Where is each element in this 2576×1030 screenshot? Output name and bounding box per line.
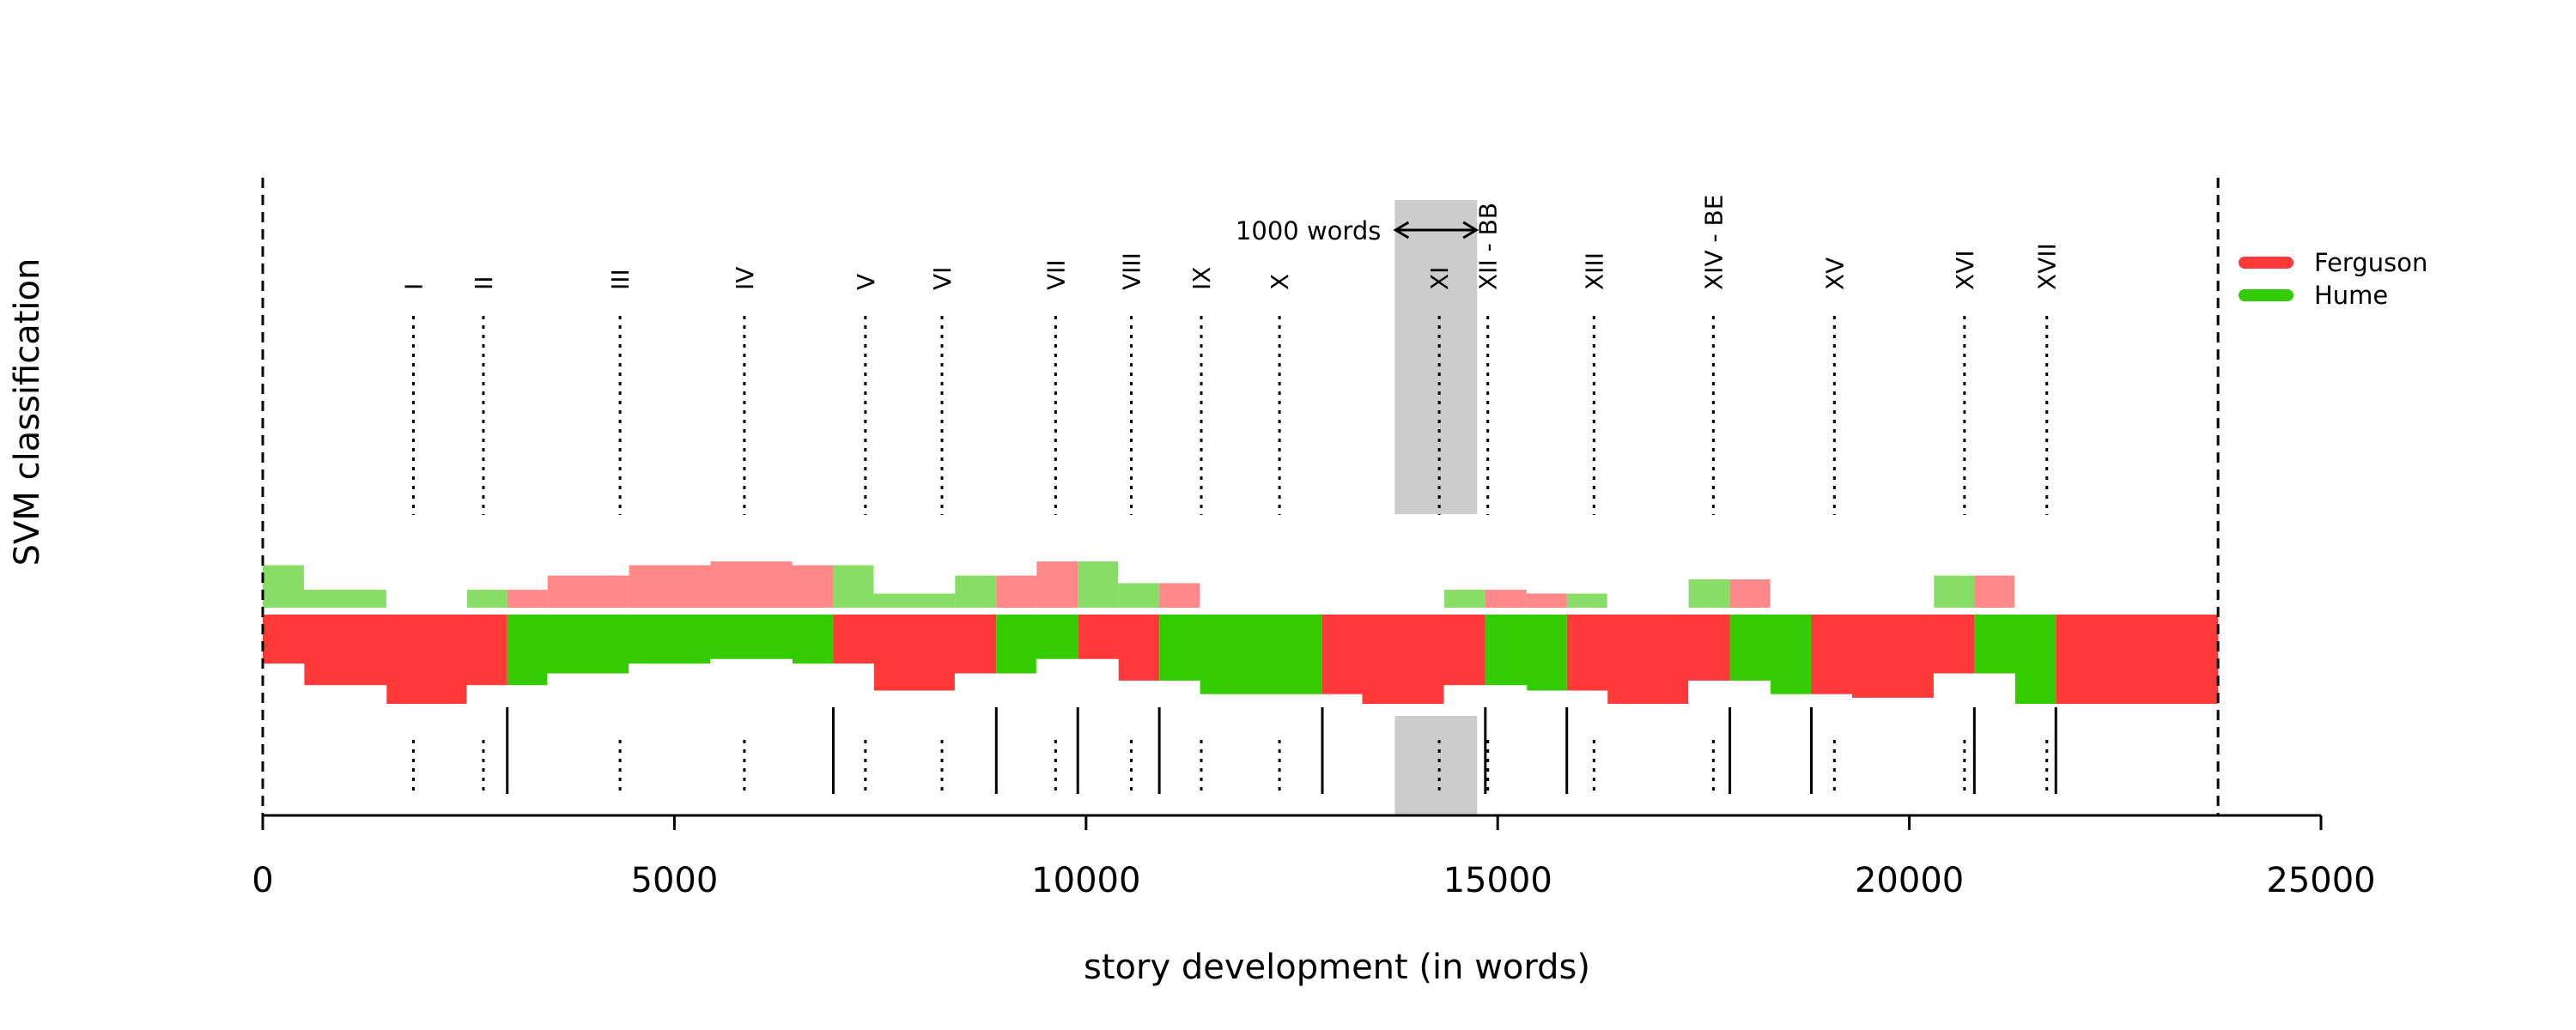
x-tick-label: 5000: [631, 861, 719, 900]
lower-bar-mask: [303, 685, 387, 706]
chapter-dotted-lines: [411, 316, 2049, 794]
chapter-label: IV: [731, 267, 759, 290]
upper-bar-hume: [1443, 590, 1485, 608]
chapter-label: I: [399, 283, 428, 290]
lower-bar-mask: [1526, 690, 1608, 706]
upper-bar-hume: [303, 590, 386, 608]
lower-bar-mask: [547, 673, 630, 706]
lower-bar-mask: [1036, 658, 1119, 706]
lower-bar-mask: [1443, 685, 1528, 706]
window-marker-bottom: [1394, 716, 1478, 815]
text-boundary-lines: [261, 178, 2220, 815]
chapter-label: XVI: [1951, 250, 1979, 290]
upper-bar-ferguson: [1729, 579, 1771, 608]
upper-bar-ferguson: [1036, 561, 1078, 608]
lower-bar-mask: [954, 673, 1037, 706]
upper-bar-ferguson: [1485, 590, 1527, 608]
lower-bar-mask: [1933, 673, 2015, 706]
upper-bar-hume: [1688, 579, 1730, 608]
window-marker-top: [1394, 200, 1478, 514]
upper-bar-hume: [263, 565, 304, 608]
x-axis: 0 5000 10000 15000 20000 25000: [252, 814, 2376, 900]
segment-boundary-lines: [506, 707, 2057, 794]
legend: Ferguson Hume: [2239, 248, 2427, 310]
window-size-annotation: 1000 words: [1236, 216, 1479, 245]
annotation-arrow-head-right: [1462, 221, 1479, 239]
legend-label-ferguson: Ferguson: [2314, 248, 2427, 277]
lower-classification-bars: [262, 615, 2219, 706]
lower-bar-mask: [792, 663, 874, 706]
chapter-label: XIII: [1580, 252, 1608, 290]
chapter-label: XI: [1425, 267, 1454, 290]
upper-bar-hume: [955, 575, 997, 608]
chapter-label: VIII: [1118, 252, 1146, 290]
chapter-label: XVII: [2033, 243, 2062, 290]
x-tick-label: 10000: [1031, 861, 1140, 900]
lower-bar-mask: [1688, 680, 1771, 706]
chapter-label: VII: [1042, 259, 1070, 290]
upper-bar-ferguson: [1159, 583, 1200, 608]
annotation-arrow-head-left: [1393, 221, 1410, 239]
upper-bar-ferguson: [996, 575, 1037, 608]
upper-bar-hume: [1566, 593, 1607, 608]
upper-bar-ferguson: [507, 590, 548, 608]
x-tick-label: 25000: [2266, 861, 2375, 900]
x-tick-label: 0: [252, 861, 273, 900]
upper-bar-ferguson: [629, 565, 711, 608]
lower-bar-mask: [466, 685, 549, 706]
upper-bar-hume: [833, 565, 874, 608]
x-axis-title: story development (in words): [1084, 948, 1590, 987]
chapter-label: X: [1266, 274, 1294, 290]
upper-classification-bars: [263, 561, 2015, 608]
chapter-label: XV: [1820, 258, 1849, 290]
lower-bar-mask: [710, 658, 793, 706]
chapter-label: II: [470, 276, 498, 290]
chapter-label: VI: [928, 267, 957, 290]
chapter-labels: I II III IV V VI VII VIII IX X XI XII - BB XIII XIV -…: [399, 195, 2061, 290]
chapter-label: XIV - BE: [1699, 195, 1728, 290]
segment-bar-ferguson: [2056, 615, 2219, 704]
lower-bar-mask: [1199, 694, 1363, 706]
lower-bar-mask: [872, 690, 956, 706]
upper-bar-ferguson: [792, 565, 834, 608]
lower-bar-mask: [262, 663, 305, 706]
chapter-label: V: [852, 274, 880, 290]
chapter-label: IX: [1188, 267, 1216, 290]
lower-bar-mask: [629, 663, 712, 706]
upper-bar-hume: [1934, 575, 1975, 608]
annotation-label: 1000 words: [1236, 216, 1381, 245]
upper-bar-ferguson: [1526, 593, 1567, 608]
upper-bar-ferguson: [710, 561, 793, 608]
legend-label-hume: Hume: [2314, 281, 2388, 310]
upper-bar-hume: [1118, 583, 1160, 608]
upper-bar-hume: [873, 593, 956, 608]
x-tick-label: 15000: [1443, 861, 1552, 900]
lower-bar-mask: [1770, 694, 1852, 706]
upper-bar-hume: [1078, 561, 1119, 608]
lower-bar-mask: [1850, 697, 1935, 706]
upper-bar-hume: [466, 590, 507, 608]
upper-bar-ferguson: [1974, 575, 2015, 608]
y-axis-title: SVM classification: [8, 258, 47, 566]
x-tick-label: 20000: [1855, 861, 1964, 900]
gray-window-markers: [1394, 200, 1478, 815]
upper-bar-ferguson: [547, 575, 629, 608]
chapter-label: XII - BB: [1474, 203, 1503, 290]
chapter-label: III: [606, 269, 635, 290]
lower-bar-mask: [1117, 680, 1200, 706]
